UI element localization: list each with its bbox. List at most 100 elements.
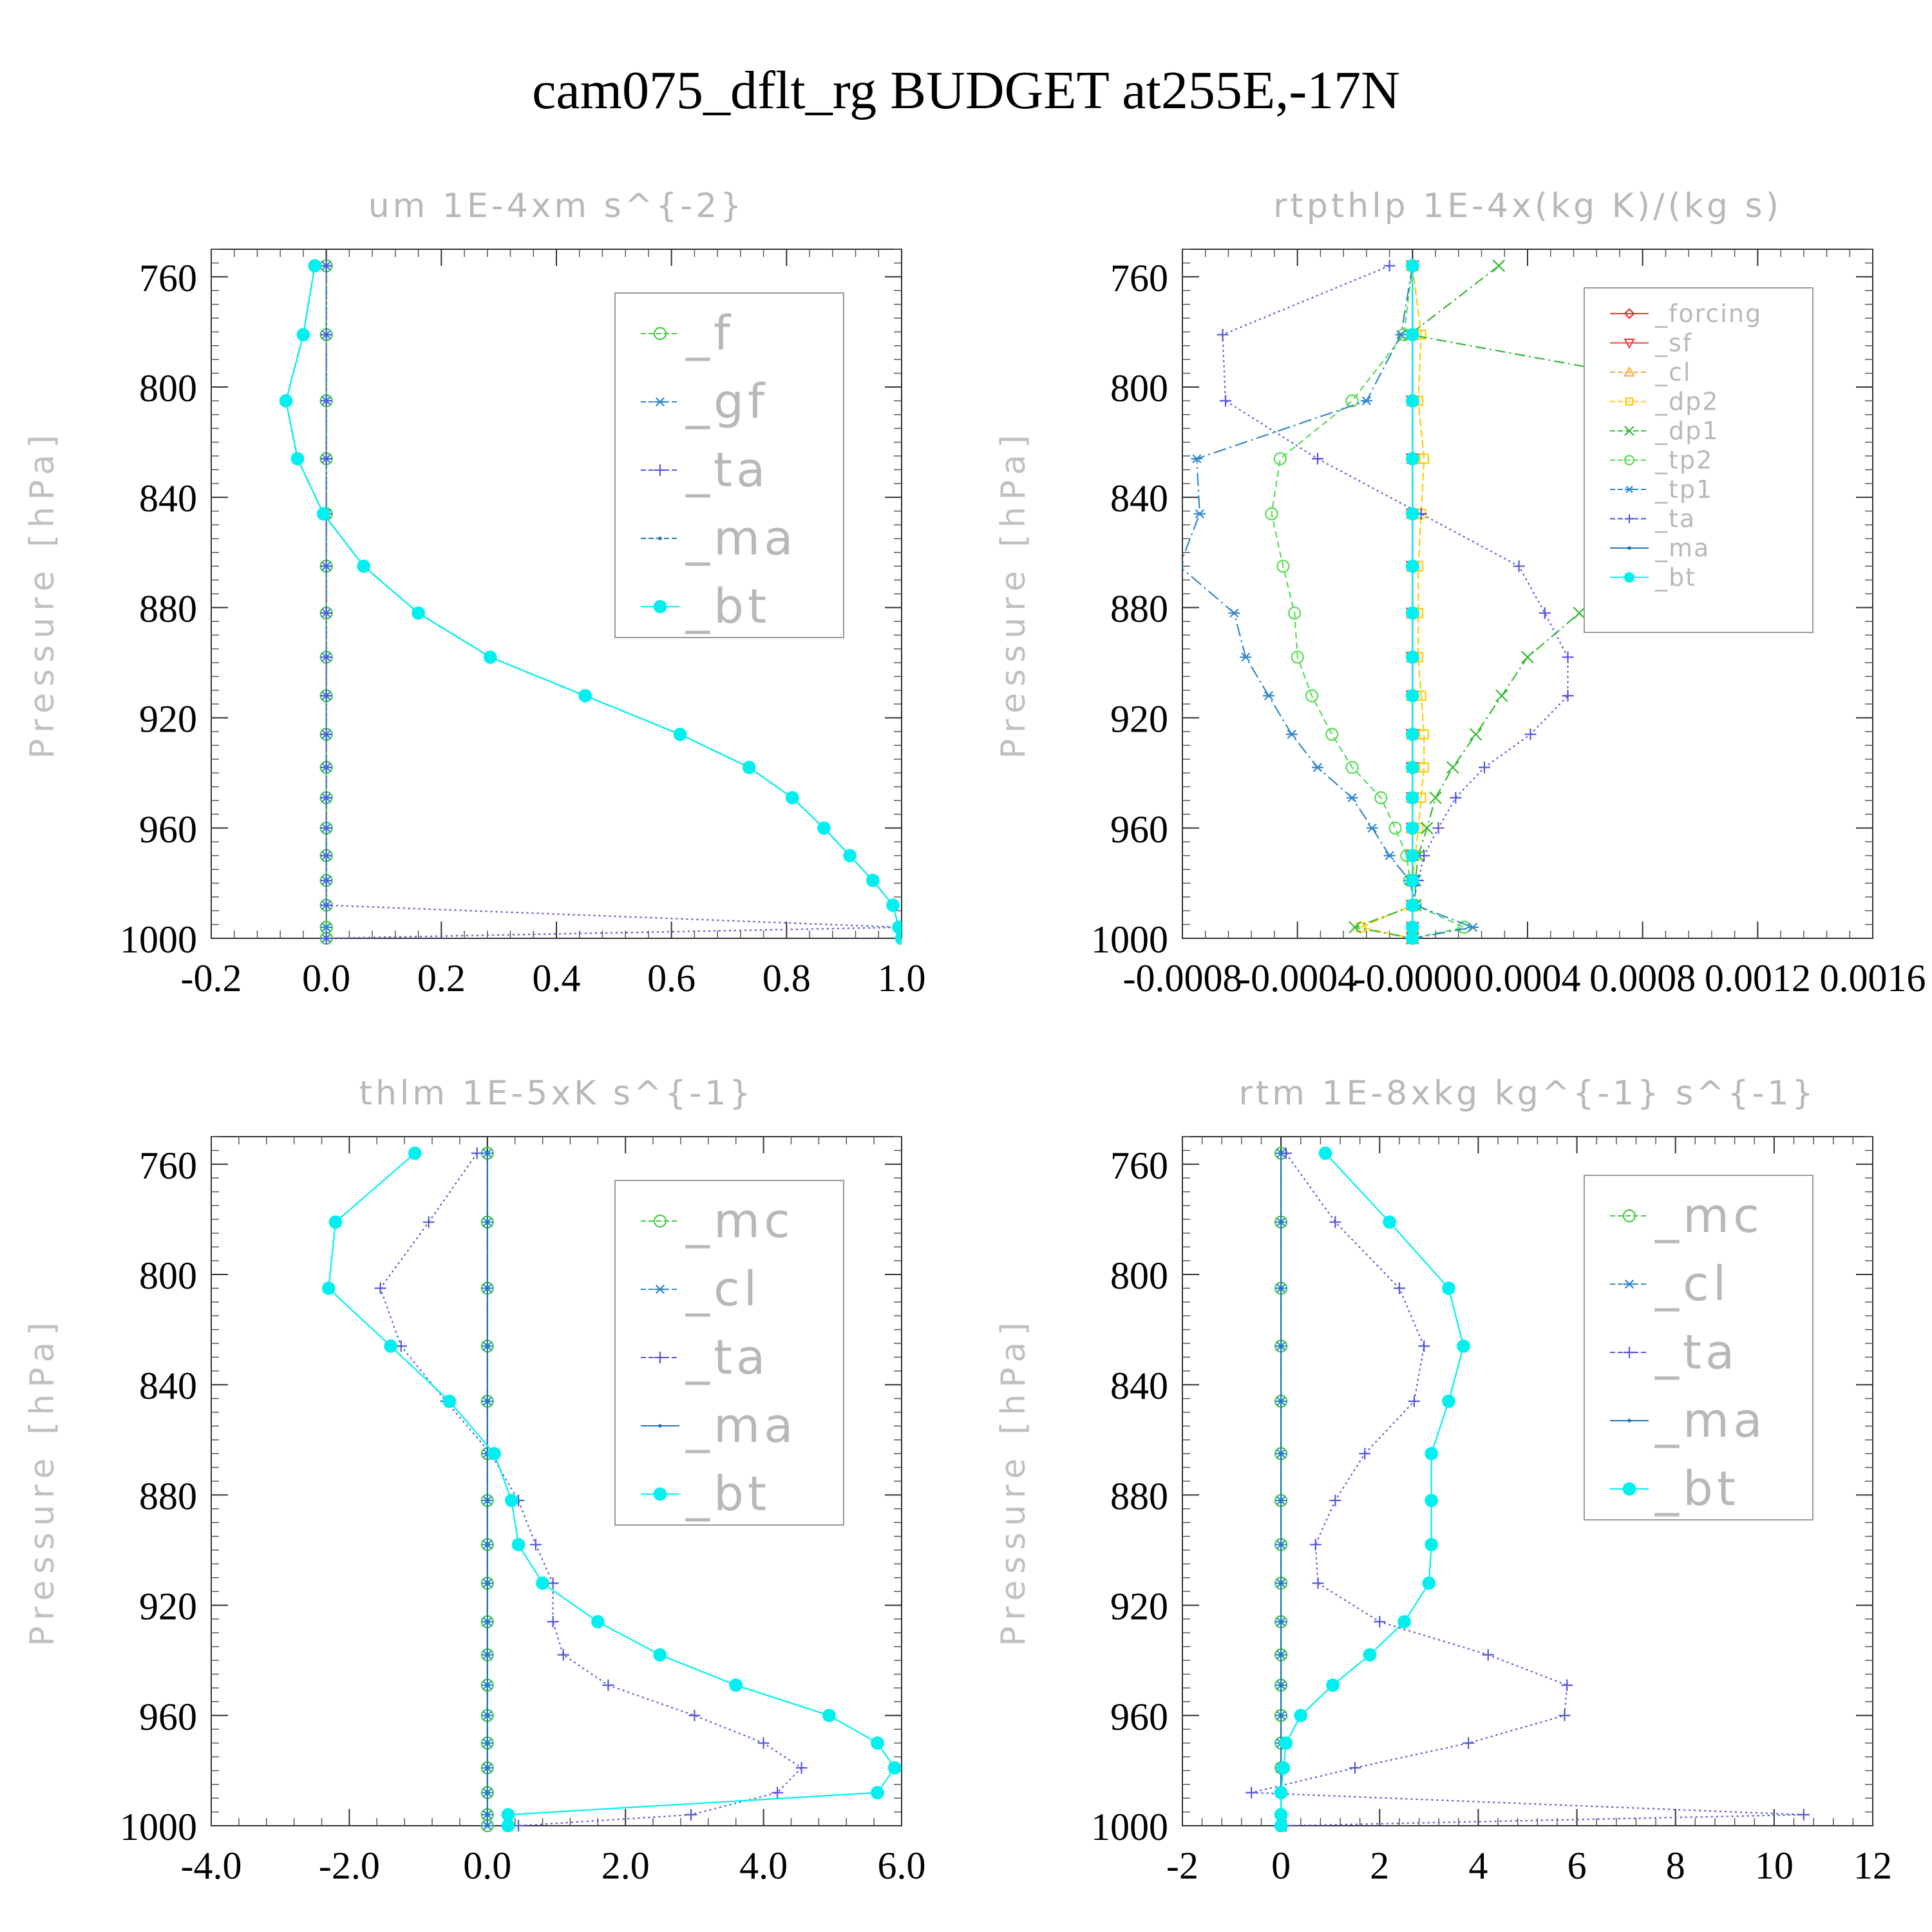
legend-label: _bt	[685, 579, 770, 634]
legend-label: _mc	[1654, 1188, 1763, 1244]
legend-label: _bt	[1654, 563, 1696, 591]
data-point	[1279, 1344, 1283, 1349]
data-point	[320, 822, 332, 834]
data-point	[1442, 1282, 1455, 1295]
data-point	[1309, 1539, 1321, 1551]
y-tick-label: 760	[139, 257, 197, 299]
y-tick-label: 800	[139, 1255, 197, 1297]
legend-label: _gf	[685, 374, 768, 430]
data-point	[504, 1493, 518, 1508]
legend-marker	[1625, 486, 1634, 493]
panel-title: rtpthlp 1E-4x(kg K)/(kg s)	[1273, 187, 1782, 225]
chart-panel-1: 760 800 840 880 920 960 1000-0.2 0.0 0.2 0.4 0.6 0.…	[23, 187, 926, 999]
x-tick-label: 10	[1755, 1844, 1794, 1887]
x-tick-label: 0.6	[647, 957, 696, 999]
data-point	[1276, 560, 1290, 573]
legend-label: _f	[685, 306, 734, 361]
data-point	[1329, 1216, 1341, 1228]
data-point	[486, 1499, 489, 1502]
x-tick-label: 2	[1370, 1844, 1389, 1887]
data-point	[1279, 1399, 1283, 1403]
data-point	[1397, 1615, 1411, 1629]
data-point	[729, 1678, 743, 1692]
data-point	[1405, 328, 1419, 342]
data-point	[1346, 793, 1358, 802]
data-point	[1312, 1577, 1324, 1589]
data-point	[320, 875, 332, 887]
data-point	[308, 259, 322, 273]
y-tick-label: 880	[139, 587, 197, 630]
data-point	[1276, 1761, 1291, 1775]
data-point	[822, 1709, 836, 1723]
data-point	[1383, 1215, 1396, 1229]
y-tick-label: 880	[139, 1475, 197, 1517]
data-point	[1446, 761, 1459, 774]
legend-marker	[654, 464, 666, 476]
data-point	[296, 328, 310, 342]
data-point	[1419, 762, 1430, 773]
data-point	[488, 1446, 501, 1461]
data-point	[486, 1790, 489, 1795]
data-point	[486, 1542, 489, 1547]
data-point	[316, 507, 330, 521]
x-tick-label: 0.2	[417, 957, 466, 999]
data-point	[1405, 873, 1419, 887]
data-point	[1492, 259, 1506, 272]
figure-title: cam075_dflt_rg BUDGET at255E,-17N	[532, 61, 1400, 120]
y-tick-label: 800	[1110, 367, 1168, 410]
y-tick-label: 880	[1110, 1475, 1168, 1517]
data-point	[1279, 1452, 1283, 1455]
legend-marker	[653, 1214, 667, 1228]
legend-label: _bt	[685, 1466, 770, 1522]
legend-marker	[653, 327, 667, 341]
data-point	[1405, 821, 1419, 835]
data-point	[536, 1577, 549, 1590]
data-point	[486, 1813, 489, 1817]
legend-marker	[1622, 1209, 1636, 1223]
data-point	[1359, 1448, 1371, 1460]
data-point	[1539, 607, 1551, 619]
y-tick-label: 1000	[1091, 918, 1168, 961]
data-point	[320, 728, 332, 741]
data-point	[1418, 1340, 1430, 1352]
panel-title: thlm 1E-5xK s^{-1}	[359, 1074, 754, 1113]
legend-label: _dp2	[1654, 387, 1719, 415]
data-point	[757, 1737, 770, 1749]
y-axis-label: Pressure [hPa]	[994, 429, 1033, 759]
data-point	[320, 922, 332, 932]
data-point	[591, 1615, 605, 1629]
data-point	[1288, 606, 1302, 620]
legend-label: _tp1	[1654, 475, 1713, 504]
data-point	[408, 1146, 422, 1160]
data-point	[1405, 559, 1419, 573]
legend-box	[1584, 1175, 1814, 1520]
data-point	[1182, 562, 1186, 571]
data-point	[1405, 650, 1419, 664]
data-point	[1521, 650, 1534, 664]
legend-box	[614, 292, 844, 638]
data-point	[486, 1220, 489, 1224]
legend-marker	[1627, 546, 1631, 550]
x-tick-label: 1.0	[878, 957, 926, 999]
series-bt	[1274, 1146, 1470, 1832]
legend: _mc _cl _ta _ma _bt	[614, 1180, 844, 1526]
data-point	[1442, 1394, 1455, 1408]
y-tick-label: 840	[1110, 477, 1168, 520]
data-point	[1388, 821, 1402, 835]
data-point	[1432, 822, 1444, 834]
data-point	[843, 849, 857, 862]
y-tick-label: 920	[139, 1586, 197, 1628]
legend-marker	[654, 1284, 666, 1294]
data-point	[384, 1339, 398, 1353]
y-tick-label: 840	[139, 1365, 197, 1407]
data-point	[578, 689, 592, 703]
legend-label: _ta	[1654, 1325, 1738, 1380]
data-point	[1311, 762, 1323, 772]
y-tick-label: 960	[139, 808, 197, 851]
x-tick-label: -0.2	[181, 957, 242, 999]
legend-label: _dp1	[1654, 417, 1719, 445]
legend-marker	[1625, 514, 1634, 524]
data-point	[772, 1786, 784, 1799]
data-point	[1220, 395, 1231, 407]
data-point	[486, 1766, 489, 1770]
